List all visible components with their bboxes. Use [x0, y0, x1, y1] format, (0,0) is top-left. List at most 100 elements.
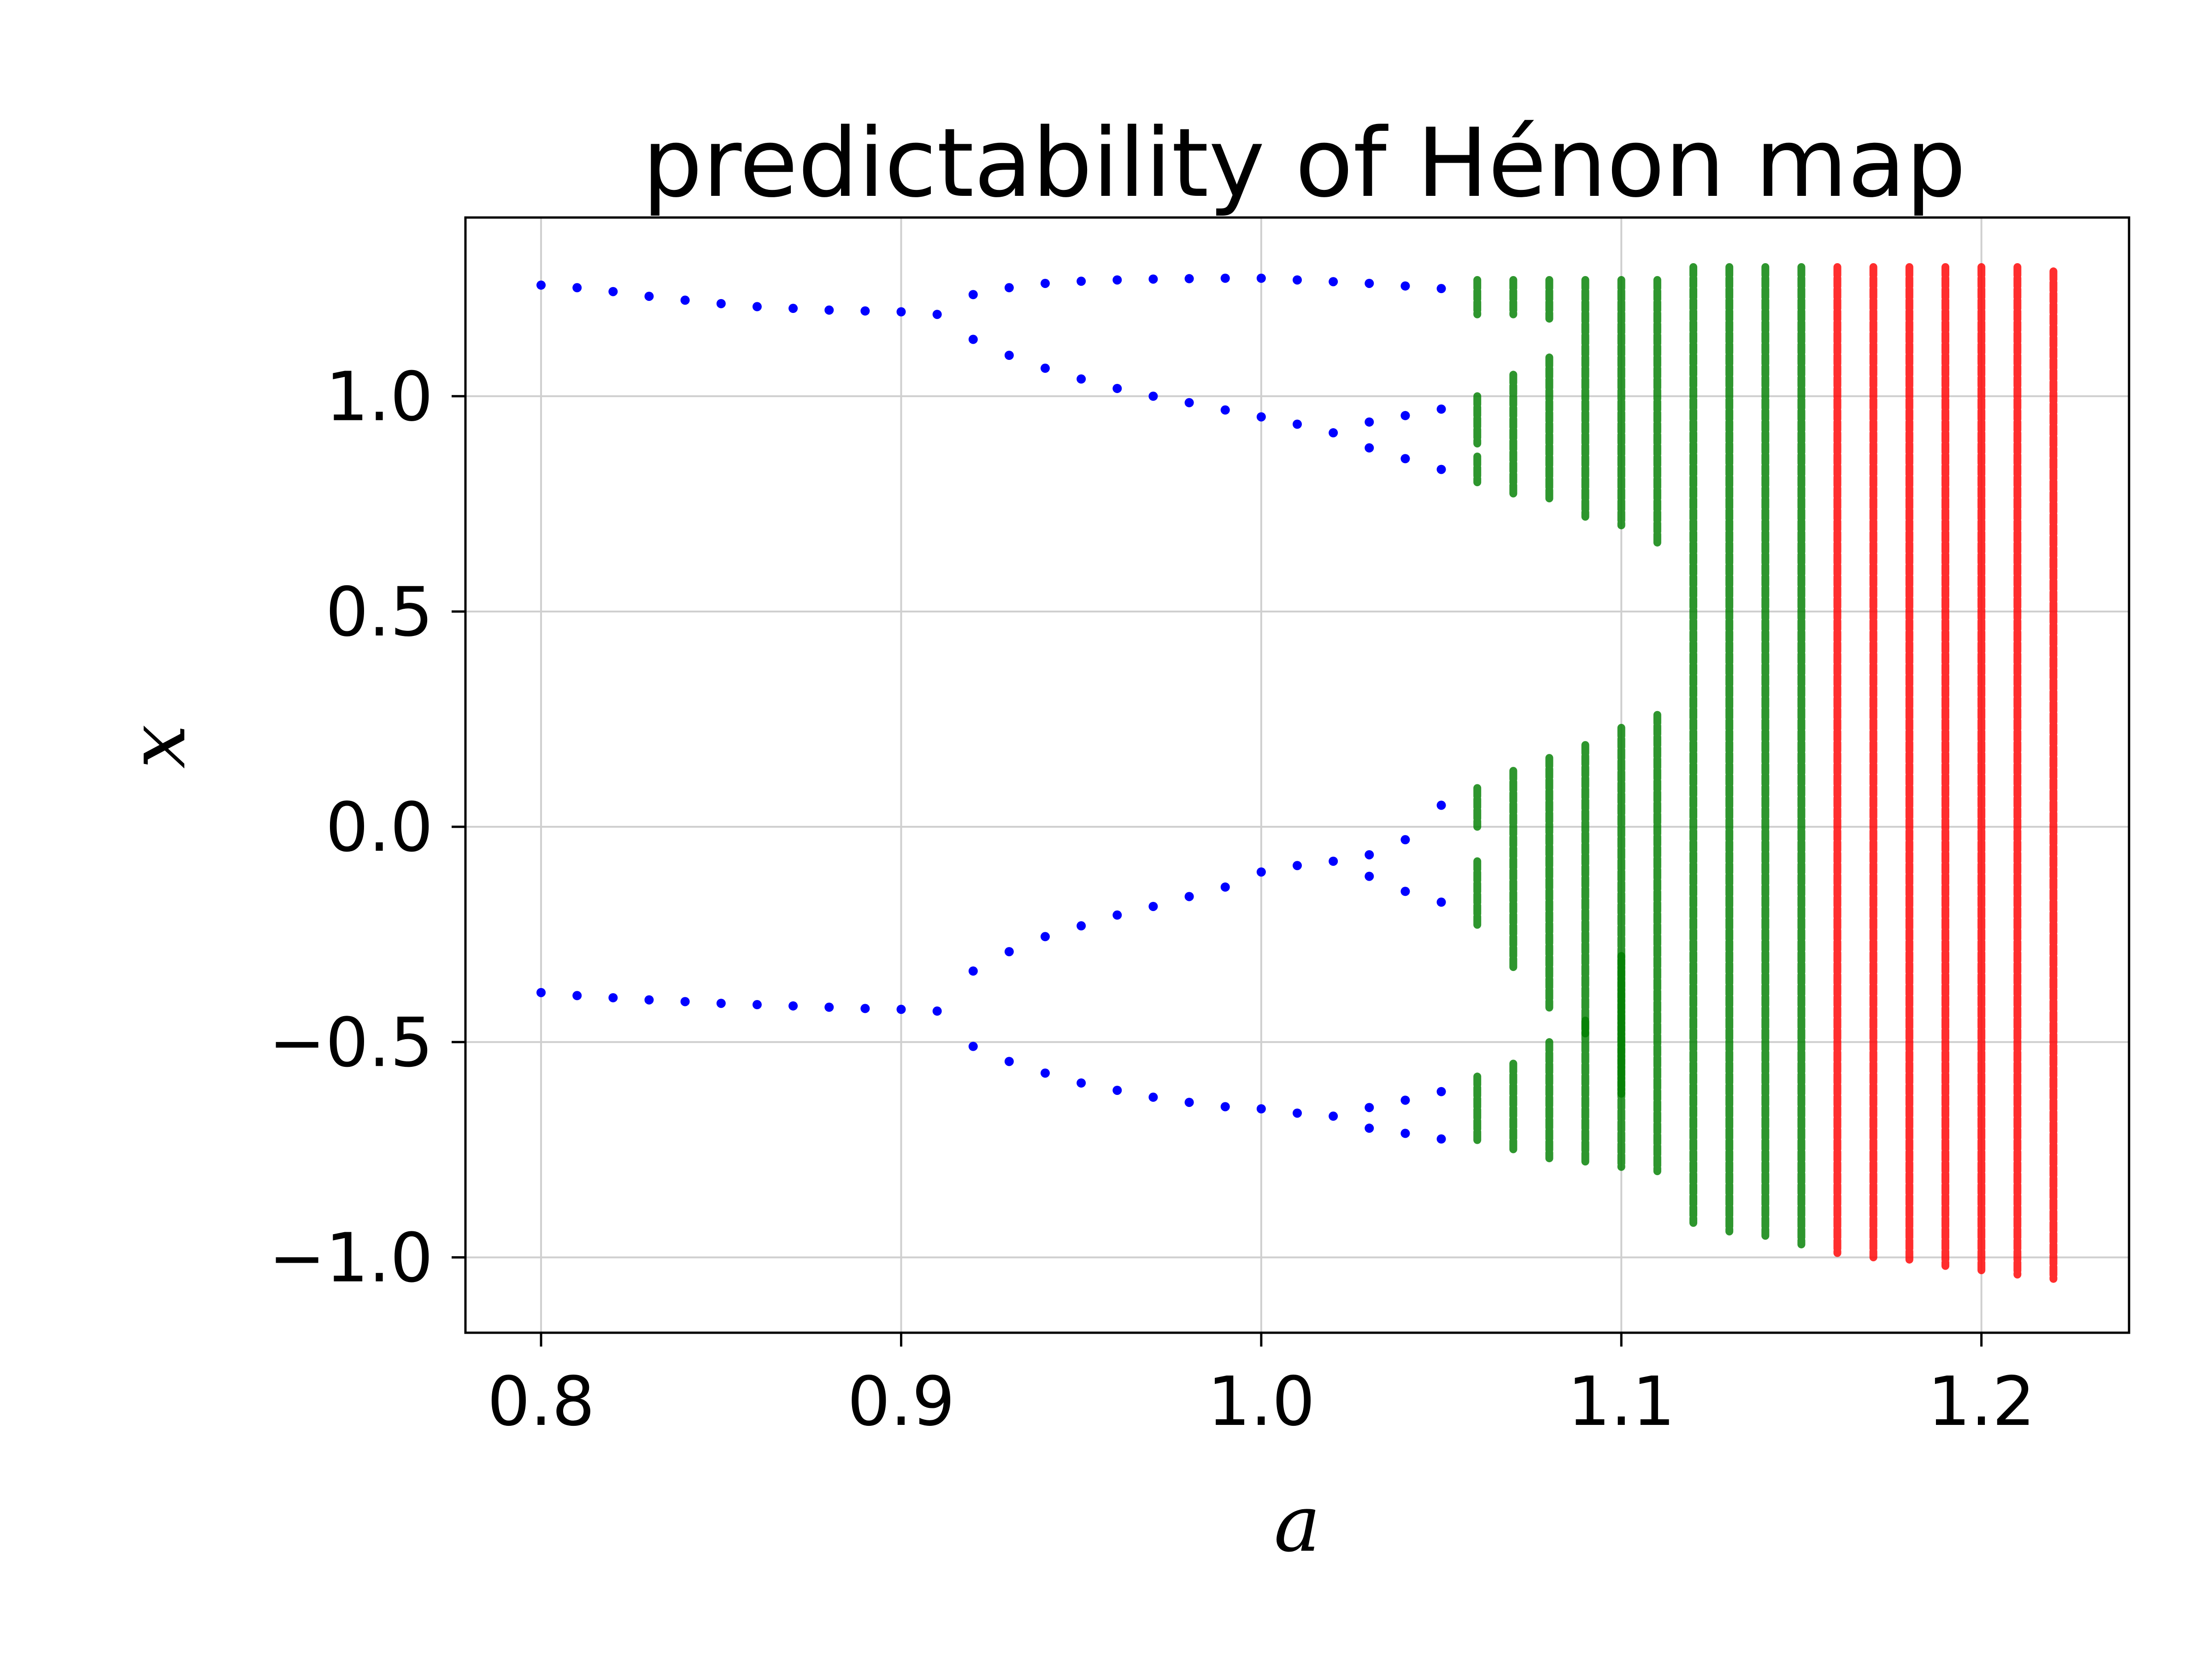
data-point: [644, 291, 654, 301]
y-tick-label: 0.0: [325, 788, 433, 867]
data-point: [1220, 405, 1230, 415]
data-point: [1220, 882, 1230, 892]
data-point: [1329, 1112, 1338, 1121]
data-point: [932, 310, 942, 319]
data-point: [1436, 1087, 1446, 1096]
data-point: [716, 999, 726, 1008]
data-point: [896, 1005, 906, 1014]
data-point: [1148, 391, 1158, 401]
series-1: [1473, 263, 1806, 1248]
data-point: [1220, 1102, 1230, 1112]
data-point: [1365, 1103, 1374, 1112]
y-tick-label: −1.0: [269, 1218, 433, 1297]
data-point: [968, 335, 978, 344]
data-point: [1077, 921, 1086, 931]
y-tick-label: −0.5: [269, 1003, 433, 1082]
data-point: [1184, 274, 1194, 283]
data-point: [932, 1006, 942, 1016]
data-point: [1436, 465, 1446, 474]
data-point: [1400, 454, 1410, 464]
data-point: [1004, 350, 1014, 360]
data-point: [1184, 398, 1194, 407]
data-point: [1220, 273, 1230, 283]
data-point: [1293, 1108, 1302, 1118]
x-tick-label: 1.2: [1928, 1362, 2036, 1441]
data-point: [824, 305, 834, 315]
data-point: [968, 290, 978, 300]
y-tick-label: 1.0: [325, 358, 433, 436]
data-point: [860, 306, 870, 316]
data-point: [1004, 283, 1014, 293]
x-tick-label: 0.8: [487, 1362, 595, 1441]
data-point: [1400, 281, 1410, 291]
data-point: [1436, 404, 1446, 414]
data-point: [1329, 428, 1338, 438]
data-point: [1365, 871, 1374, 881]
data-point: [1436, 284, 1446, 294]
data-point: [1400, 835, 1410, 845]
data-point: [1436, 800, 1446, 810]
data-point: [1436, 897, 1446, 907]
data-point: [824, 1002, 834, 1012]
data-point: [1112, 910, 1122, 920]
x-tick-label: 1.1: [1567, 1362, 1675, 1441]
data-point: [1400, 411, 1410, 420]
data-point: [680, 997, 690, 1006]
data-point: [1365, 1124, 1374, 1133]
data-point: [1365, 850, 1374, 859]
data-point: [1112, 275, 1122, 285]
data-point: [1041, 278, 1050, 288]
data-point: [1148, 1092, 1158, 1102]
data-point: [1256, 273, 1266, 283]
data-point: [1004, 1057, 1014, 1066]
data-point: [1041, 932, 1050, 941]
data-point: [536, 280, 546, 290]
series-0: [536, 273, 1446, 1144]
data-point: [1329, 856, 1338, 866]
x-axis-label: a: [1274, 1478, 1320, 1570]
data-point: [716, 299, 726, 308]
data-point: [1400, 1095, 1410, 1105]
data-point: [1365, 278, 1374, 288]
data-point: [1256, 1104, 1266, 1114]
data-point: [1077, 276, 1086, 286]
data-point: [1184, 1098, 1194, 1107]
data-point: [1112, 383, 1122, 393]
data-point: [572, 991, 582, 1000]
data-point: [1256, 867, 1266, 877]
data-point: [1041, 1068, 1050, 1078]
data-marks: [536, 263, 2058, 1283]
data-point: [788, 304, 798, 313]
data-point: [896, 307, 906, 317]
data-point: [1148, 274, 1158, 284]
data-point: [968, 1041, 978, 1051]
data-point: [608, 287, 618, 296]
data-point: [1436, 1134, 1446, 1144]
data-point: [1365, 417, 1374, 427]
x-tick-label: 0.9: [847, 1362, 955, 1441]
data-point: [536, 988, 546, 997]
data-point: [752, 302, 762, 312]
data-point: [1329, 277, 1338, 287]
data-point: [644, 995, 654, 1005]
data-point: [1256, 412, 1266, 422]
data-point: [1293, 861, 1302, 871]
data-point: [572, 283, 582, 293]
data-point: [1184, 892, 1194, 901]
data-point: [608, 993, 618, 1003]
y-tick-label: 0.5: [325, 573, 433, 652]
data-point: [1112, 1085, 1122, 1095]
series-2: [1833, 263, 2058, 1283]
data-point: [1400, 1129, 1410, 1138]
data-point: [1148, 901, 1158, 911]
data-point: [1365, 443, 1374, 453]
data-point: [752, 1000, 762, 1010]
data-point: [1400, 887, 1410, 896]
y-axis-label: x: [112, 724, 203, 769]
data-point: [1041, 364, 1050, 373]
data-point: [1004, 947, 1014, 957]
data-point: [680, 295, 690, 305]
data-point: [1293, 419, 1302, 429]
data-point: [1077, 374, 1086, 384]
axis-ticks: 0.8 0.9 1.0 1.1 1.2 −1.0 −0.5 0.0 0.5 1.0: [269, 358, 2035, 1441]
